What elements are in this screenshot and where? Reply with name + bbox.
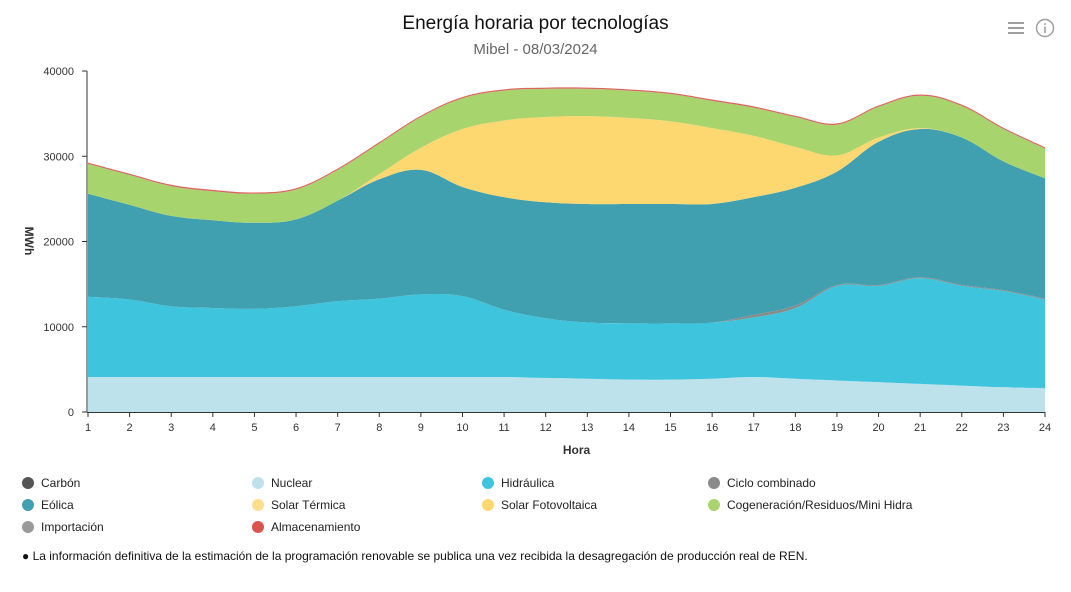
legend-item[interactable]: Cogeneración/Residuos/Mini Hidra — [708, 498, 912, 512]
legend-item[interactable]: Nuclear — [252, 476, 312, 490]
y-axis-label: MWh — [22, 227, 36, 256]
legend-item[interactable]: Ciclo combinado — [708, 476, 816, 490]
legend-label: Solar Térmica — [271, 498, 346, 512]
series-area-hidraulica — [88, 278, 1045, 389]
series-area-solar-fotovoltaica — [88, 116, 1045, 223]
legend-marker — [22, 477, 34, 489]
y-tick-label: 10000 — [43, 322, 74, 334]
x-tick-label: 15 — [664, 422, 676, 434]
x-axis-label: Hora — [563, 443, 591, 457]
x-tick-label: 21 — [914, 422, 926, 434]
x-tick-label: 1 — [85, 422, 91, 434]
legend-label: Hidráulica — [501, 476, 555, 490]
x-tick-label: 19 — [831, 422, 843, 434]
x-tick-label: 10 — [456, 422, 468, 434]
legend-item[interactable]: Eólica — [22, 498, 74, 512]
x-tick-label: 13 — [581, 422, 593, 434]
legend-marker — [482, 499, 494, 511]
x-tick-label: 24 — [1039, 422, 1051, 434]
legend-marker — [22, 521, 34, 533]
legend-item[interactable]: Carbón — [22, 476, 80, 490]
x-tick-label: 2 — [127, 422, 133, 434]
footnote: ● La información definitiva de la estima… — [22, 549, 808, 563]
x-tick-label: 11 — [498, 422, 509, 434]
legend-label: Ciclo combinado — [727, 476, 816, 490]
legend-label: Nuclear — [271, 476, 313, 490]
series-area-cogeneracion-residuos-mini-hidra — [88, 88, 1045, 223]
x-tick-label: 5 — [251, 422, 257, 434]
legend-label: Cogeneración/Residuos/Mini Hidra — [727, 498, 913, 512]
chart-title: Energía horaria por tecnologías — [402, 13, 669, 34]
x-tick-label: 18 — [789, 422, 801, 434]
legend-marker — [708, 499, 720, 511]
legend-label: Carbón — [41, 476, 81, 490]
legend-item[interactable]: Solar Fotovoltaica — [482, 498, 597, 512]
legend-item[interactable]: Hidráulica — [482, 476, 554, 490]
legend-label: Importación — [41, 520, 104, 534]
legend-label: Eólica — [41, 498, 74, 512]
legend-marker — [22, 499, 34, 511]
x-tick-label: 22 — [956, 422, 968, 434]
info-circle-icon[interactable] — [1034, 17, 1056, 39]
x-tick-label: 6 — [293, 422, 299, 434]
x-tick-label: 7 — [335, 422, 341, 434]
x-tick-label: 16 — [706, 422, 718, 434]
legend-marker — [482, 477, 494, 489]
legend-item[interactable]: Almacenamiento — [252, 520, 360, 534]
x-tick-label: 14 — [623, 422, 635, 434]
series-area-eolica — [88, 128, 1045, 324]
x-tick-label: 3 — [168, 422, 174, 434]
x-tick-label: 4 — [210, 422, 216, 434]
x-tick-label: 12 — [540, 422, 552, 434]
series-area-nuclear — [88, 376, 1045, 412]
x-tick-label: 17 — [748, 422, 760, 434]
legend-label: Solar Fotovoltaica — [501, 498, 598, 512]
legend-marker — [708, 477, 720, 489]
x-tick-label: 8 — [376, 422, 382, 434]
x-tick-label: 20 — [872, 422, 884, 434]
x-tick-label: 9 — [418, 422, 424, 434]
legend-label: Almacenamiento — [271, 520, 361, 534]
legend-item[interactable]: Importación — [22, 520, 104, 534]
legend-marker — [252, 477, 264, 489]
legend-marker — [252, 521, 264, 533]
chart-subtitle: Mibel - 08/03/2024 — [473, 41, 598, 58]
y-tick-label: 0 — [68, 407, 74, 419]
x-tick-label: 23 — [997, 422, 1009, 434]
legend-marker — [252, 499, 264, 511]
hamburger-menu-icon[interactable] — [1005, 17, 1027, 39]
y-tick-label: 30000 — [43, 151, 74, 163]
y-tick-label: 20000 — [43, 237, 74, 249]
y-tick-label: 40000 — [43, 66, 74, 78]
legend-item[interactable]: Solar Térmica — [252, 498, 345, 512]
